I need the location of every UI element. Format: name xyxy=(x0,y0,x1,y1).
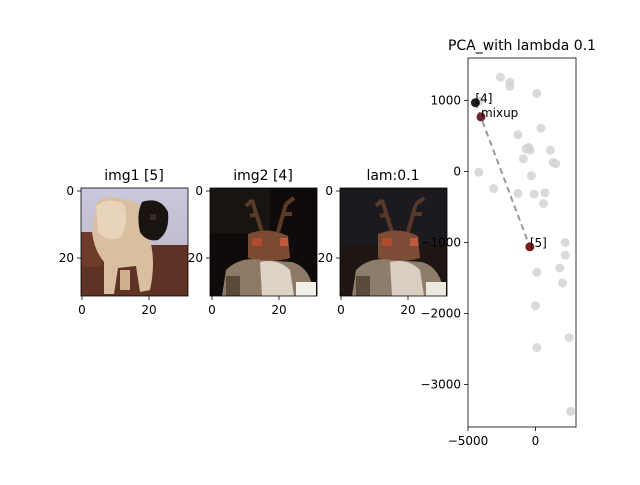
background-point xyxy=(540,188,550,198)
panel-mixup: lam:0.1 0 20 0 20 xyxy=(318,168,448,317)
background-point xyxy=(555,263,565,273)
background-point xyxy=(532,88,542,98)
img2-point xyxy=(470,98,480,108)
background-point xyxy=(564,333,574,343)
xtick-label: 20 xyxy=(271,303,286,317)
mixup-image xyxy=(340,188,447,296)
background-point xyxy=(545,145,555,155)
background-point xyxy=(474,167,484,177)
deer-image xyxy=(210,188,317,296)
x-tick-label: 0 xyxy=(532,434,540,448)
background-point xyxy=(566,406,576,416)
background-point xyxy=(505,81,515,91)
background-point xyxy=(518,154,528,164)
background-point xyxy=(558,278,567,288)
background-point xyxy=(525,145,535,155)
ytick-label: 0 xyxy=(325,184,333,198)
xtick-label: 0 xyxy=(337,303,345,317)
background-point xyxy=(560,238,570,247)
ytick-label: 20 xyxy=(318,251,333,265)
background-point xyxy=(531,301,540,311)
y-tick-label: 1000 xyxy=(430,94,461,108)
xtick-label: 20 xyxy=(400,303,415,317)
background-point xyxy=(526,171,536,181)
background-point xyxy=(495,72,505,82)
ytick-label: 20 xyxy=(188,251,203,265)
y-tick-label: −2000 xyxy=(420,306,461,320)
y-tick-label: −1000 xyxy=(420,236,461,250)
background-point xyxy=(539,198,549,208)
pca-plot-area: [4]mixup [5] −5000 0 1000 0 −1000 −2000 −3000 xyxy=(420,72,576,448)
interpolation-path xyxy=(474,102,531,248)
y-tick-label: −3000 xyxy=(420,377,461,391)
mixup-label: mixup xyxy=(481,106,518,120)
panel-title: lam:0.1 xyxy=(366,168,419,184)
panel-title: img2 [4] xyxy=(233,168,293,184)
ytick-label: 20 xyxy=(59,251,74,265)
background-point xyxy=(532,267,542,277)
xtick-label: 0 xyxy=(208,303,216,317)
y-tick-label: 0 xyxy=(453,165,461,179)
ytick-label: 0 xyxy=(66,184,74,198)
ytick-label: 0 xyxy=(195,184,203,198)
background-point xyxy=(489,184,499,194)
xtick-label: 20 xyxy=(141,303,156,317)
background-point xyxy=(560,250,570,260)
background-point xyxy=(529,189,539,199)
panel-img1: img1 [5] 0 20 0 20 xyxy=(59,168,189,317)
background-point xyxy=(536,123,546,133)
img1-label: [5] xyxy=(530,236,547,250)
background-point xyxy=(532,343,542,353)
background-point xyxy=(513,130,523,140)
panel-title: img1 [5] xyxy=(104,168,164,184)
img1-point xyxy=(525,242,535,252)
background-point xyxy=(551,159,561,169)
pca-scatter-panel: PCA_with lambda 0.1 [4]mixup [5] −5000 0 100… xyxy=(420,38,596,448)
dog-image xyxy=(81,188,188,296)
mixup-point xyxy=(476,112,486,122)
x-tick-label: −5000 xyxy=(448,434,489,448)
chart-title: PCA_with lambda 0.1 xyxy=(448,38,596,54)
xtick-label: 0 xyxy=(78,303,86,317)
panel-img2: img2 [4] 0 20 0 20 xyxy=(188,168,318,317)
background-point xyxy=(513,189,523,199)
pca-axes-frame xyxy=(467,57,577,428)
img2-label: [4] xyxy=(475,92,492,106)
